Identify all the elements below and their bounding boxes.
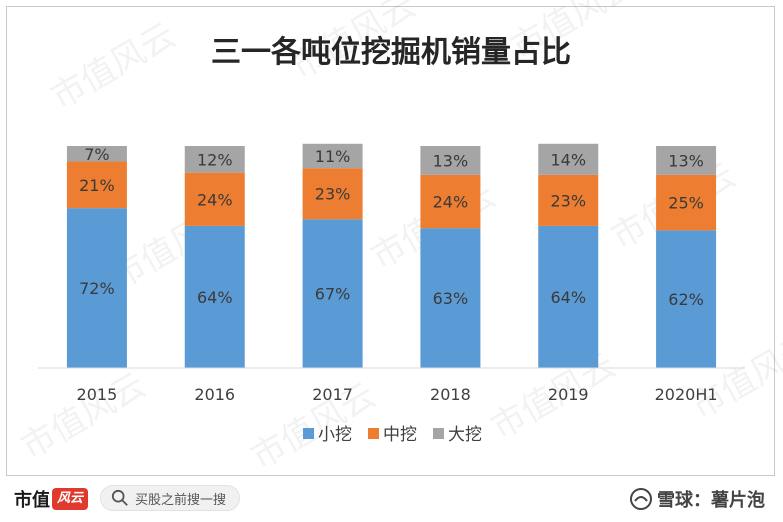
bar-segment [538, 143, 599, 175]
data-label: 24% [197, 190, 233, 209]
x-tick-label: 2018 [430, 385, 471, 404]
bar-segment [66, 146, 127, 162]
data-label: 64% [197, 288, 233, 307]
data-label: 63% [433, 289, 469, 308]
data-label: 14% [550, 150, 586, 169]
x-tick-label: 2015 [77, 385, 118, 404]
legend-label: 大挖 [448, 425, 482, 445]
legend-swatch [433, 428, 444, 439]
bar-segment [66, 161, 127, 209]
data-label: 21% [79, 176, 115, 195]
brand-name: 市值 [14, 490, 50, 511]
legend-label: 小挖 [318, 425, 352, 445]
bar-segment [184, 172, 245, 226]
bar-segment [66, 208, 127, 368]
x-tick-label: 2017 [312, 385, 353, 404]
bar-segment [184, 225, 245, 368]
legend: 小挖 中挖 大挖 [303, 425, 482, 445]
xueqiu-text: 雪球：薯片泡 [657, 490, 765, 511]
chart-title: 三一各吨位挖掘机销量占比 [211, 35, 571, 70]
footer-bar: 市值 风云 买股之前搜一搜 雪球：薯片泡 [0, 476, 783, 522]
data-label: 7% [84, 145, 109, 164]
data-label: 64% [550, 288, 586, 307]
bar-segment [538, 174, 599, 226]
data-label: 62% [668, 290, 704, 309]
bars-layer: 72% 21% 7% 64% 24% 12% 67% 23% 11% 63% 24% 13% 64% 23… [66, 143, 717, 368]
search-text: 买股之前搜一搜 [135, 492, 227, 508]
data-label: 11% [315, 147, 351, 166]
data-label: 13% [668, 151, 704, 170]
bar-segment [656, 230, 717, 368]
data-label: 23% [550, 191, 586, 210]
data-label: 13% [433, 151, 469, 170]
bar-segment [420, 146, 481, 175]
brand-logo: 市值 风云 [14, 486, 89, 512]
data-label: 72% [79, 279, 115, 298]
watermark-text: 市值风云 [15, 365, 153, 468]
bar-segment [420, 174, 481, 229]
chart: 市值风云市值风云市值风云市值风云市值风云市值风云市值风云市值风云市值风云市值风云… [15, 0, 783, 476]
legend-label: 中挖 [383, 425, 417, 445]
legend-swatch [368, 428, 379, 439]
data-label: 25% [668, 194, 704, 213]
bar-segment [656, 174, 717, 231]
data-label: 12% [197, 150, 233, 169]
x-tick-labels: 2015 2016 2017 2018 2019 2020H1 [77, 385, 718, 404]
legend-swatch [303, 428, 314, 439]
search-icon [111, 489, 128, 506]
data-label: 24% [433, 193, 469, 212]
x-tick-label: 2020H1 [655, 385, 718, 404]
x-tick-label: 2019 [548, 385, 589, 404]
bar-segment [184, 146, 245, 173]
bar-segment [420, 228, 481, 368]
data-label: 67% [315, 285, 351, 304]
search-pill[interactable]: 买股之前搜一搜 [100, 485, 240, 511]
xueqiu-snowball-icon [630, 488, 652, 510]
bar-segment [302, 219, 363, 368]
brand-stamp: 风云 [52, 488, 89, 510]
xueqiu-credit: 雪球：薯片泡 [629, 485, 765, 513]
x-tick-label: 2016 [194, 385, 235, 404]
bar-segment [538, 225, 599, 368]
chart-card [6, 6, 775, 476]
bar-segment [656, 146, 717, 175]
bar-segment [302, 143, 363, 169]
watermark-text: 市值风云 [45, 15, 183, 118]
data-label: 23% [315, 185, 351, 204]
bar-segment [302, 168, 363, 220]
